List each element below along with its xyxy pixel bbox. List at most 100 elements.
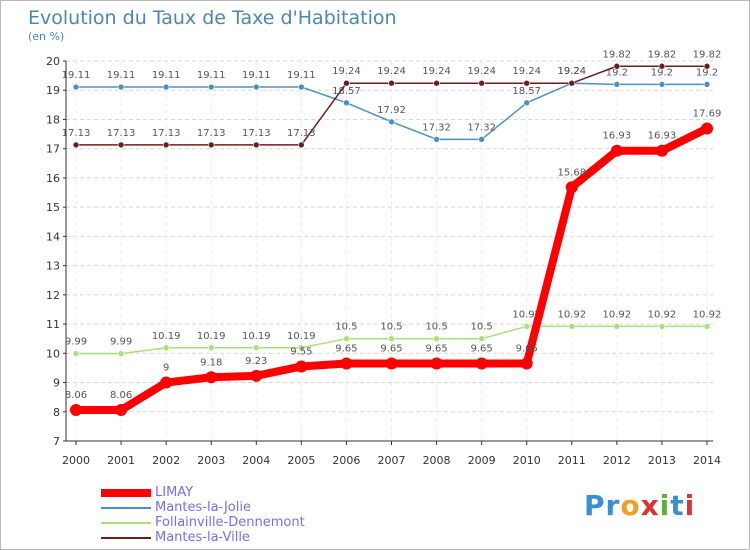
- data-point: [478, 136, 485, 143]
- data-point: [658, 62, 666, 70]
- data-point: [568, 323, 576, 330]
- legend-label: LIMAY: [155, 485, 194, 500]
- x-tick-label: 2000: [62, 454, 90, 467]
- data-point: [162, 83, 170, 91]
- data-point: [162, 141, 170, 149]
- data-point: [478, 79, 485, 87]
- data-label: 10.92: [603, 309, 632, 320]
- data-label: 19.2: [651, 67, 673, 78]
- data-point: [385, 357, 398, 370]
- data-point: [523, 99, 531, 107]
- data-point: [610, 144, 623, 157]
- data-label: 8.06: [110, 390, 132, 401]
- data-label: 19.11: [107, 70, 136, 81]
- data-label: 17.13: [62, 128, 91, 139]
- x-tick-label: 2010: [513, 454, 541, 467]
- data-label: 10.19: [197, 331, 226, 342]
- y-tick-label: 8: [53, 406, 60, 419]
- data-point: [430, 357, 443, 370]
- y-tick-label: 16: [46, 172, 60, 185]
- data-label: 9.65: [380, 344, 402, 355]
- data-point: [160, 376, 173, 389]
- data-point: [340, 357, 353, 370]
- x-tick-label: 2011: [558, 454, 586, 467]
- legend-swatch: [101, 537, 151, 539]
- data-label: 17.92: [377, 105, 406, 116]
- x-tick-label: 2003: [197, 454, 225, 467]
- data-point: [298, 344, 305, 352]
- data-point: [252, 83, 260, 91]
- data-label: 9.99: [65, 337, 87, 348]
- data-point: [388, 79, 395, 87]
- data-label: 19.24: [467, 66, 496, 77]
- data-label: 9.65: [335, 344, 357, 355]
- data-label: 10.92: [693, 309, 722, 320]
- logo-letter: r: [605, 489, 621, 522]
- data-label: 9.65: [471, 344, 493, 355]
- data-label: 10.19: [287, 331, 316, 342]
- logo-letter: i: [659, 489, 671, 522]
- chart-title: Evolution du Taux de Taxe d'Habitation: [28, 7, 397, 29]
- data-point: [523, 79, 531, 87]
- data-label: 19.11: [62, 70, 91, 81]
- data-label: 19.2: [696, 67, 718, 78]
- data-label: 17.69: [693, 109, 722, 120]
- data-label: 15.68: [557, 167, 586, 178]
- y-tick-label: 15: [46, 201, 60, 214]
- data-label: 19.11: [242, 70, 271, 81]
- x-tick-label: 2013: [648, 454, 676, 467]
- data-point: [207, 141, 215, 149]
- legend-label: Follainville-Dennemont: [155, 515, 305, 530]
- data-label: 10.5: [380, 322, 402, 333]
- x-tick-label: 2007: [378, 454, 406, 467]
- data-label: 9.65: [425, 344, 447, 355]
- data-label: 19.11: [197, 70, 226, 81]
- data-point: [475, 357, 488, 370]
- y-tick-label: 17: [46, 143, 60, 156]
- logo-letter: P: [584, 489, 606, 522]
- data-label: 19.24: [332, 66, 361, 77]
- x-tick-label: 2006: [332, 454, 360, 467]
- x-tick-label: 2004: [242, 454, 270, 467]
- x-tick-label: 2012: [603, 454, 631, 467]
- chart-subtitle: (en %): [28, 30, 65, 43]
- data-point: [72, 141, 80, 149]
- legend-label: Mantes-la-Ville: [155, 530, 250, 545]
- data-point: [658, 81, 666, 88]
- data-label: 19.82: [693, 49, 722, 60]
- x-tick-label: 2008: [423, 454, 451, 467]
- data-point: [613, 323, 621, 330]
- data-point: [565, 181, 578, 194]
- data-point: [162, 344, 170, 352]
- data-label: 10.92: [557, 309, 586, 320]
- data-label: 18.57: [512, 86, 541, 97]
- data-point: [520, 357, 533, 370]
- data-label: 9.55: [290, 346, 312, 357]
- data-point: [433, 136, 440, 143]
- data-label: 16.93: [648, 131, 677, 142]
- y-tick-label: 14: [46, 230, 60, 243]
- y-tick-label: 13: [46, 260, 60, 273]
- data-label: 19.24: [557, 66, 586, 77]
- data-point: [703, 62, 711, 70]
- legend-label: Mantes-la-Jolie: [155, 500, 251, 515]
- data-point: [568, 79, 576, 87]
- legend-swatch: [101, 522, 151, 524]
- data-label: 10.19: [152, 331, 181, 342]
- proxiti-logo: Proxiti: [584, 489, 695, 522]
- data-label: 19.82: [603, 49, 632, 60]
- data-label: 17.13: [197, 128, 226, 139]
- x-tick-label: 2001: [107, 454, 135, 467]
- x-tick-label: 2014: [693, 454, 721, 467]
- data-point: [115, 404, 128, 417]
- data-label: 9.18: [200, 357, 222, 368]
- data-label: 19.24: [377, 66, 406, 77]
- data-point: [250, 369, 263, 382]
- data-label: 9: [163, 363, 169, 374]
- data-point: [343, 99, 350, 107]
- data-label: 19.24: [512, 66, 541, 77]
- data-point: [388, 118, 395, 126]
- data-point: [703, 323, 711, 330]
- data-label: 19.24: [422, 66, 451, 77]
